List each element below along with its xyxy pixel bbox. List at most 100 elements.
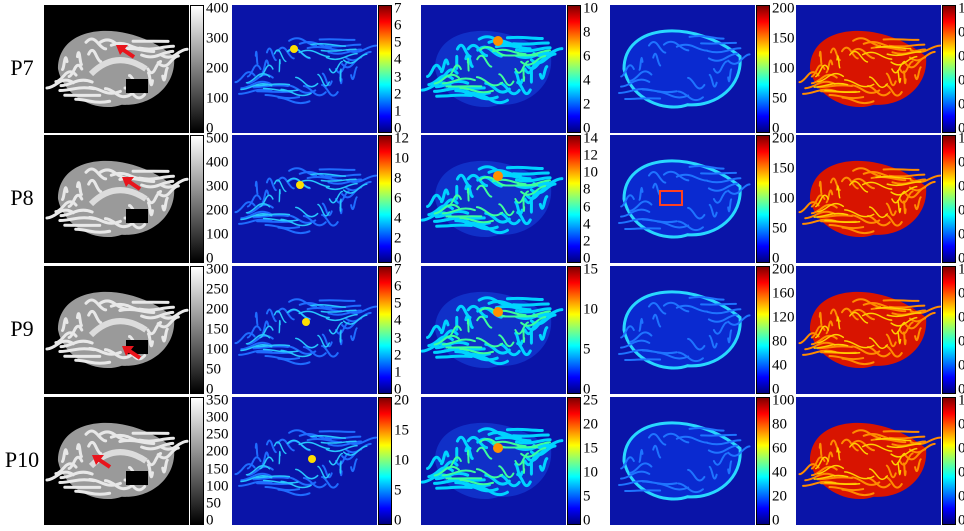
colorbar-tick-label: 350 xyxy=(206,392,229,409)
colorbar-tick-label: 8 xyxy=(583,181,591,198)
colorbar-tick-label: 0.4 xyxy=(958,333,964,350)
colorbar-tick-label: 150 xyxy=(772,30,795,47)
parameter-map-image xyxy=(421,397,566,525)
colorbar-tick-label: 1 xyxy=(394,103,402,120)
colorbar xyxy=(190,5,204,133)
colorbar-tick-label: 0.8 xyxy=(958,285,964,302)
colorbar-tick-label: 50 xyxy=(206,495,221,512)
parameter-map-image xyxy=(610,266,755,394)
colorbar-tick-label: 8 xyxy=(583,24,591,41)
colorbar xyxy=(378,5,392,133)
colorbar-tick-label: 60 xyxy=(772,440,787,457)
colorbar-tick-label: 0.2 xyxy=(958,226,964,243)
colorbar-tick-label: 0 xyxy=(958,381,964,398)
parameter-map-image xyxy=(232,266,377,394)
colorbar-tick-label: 20 xyxy=(583,416,598,433)
colorbar-tick-label: 15 xyxy=(394,422,409,439)
colorbar-tick-label: 6 xyxy=(394,17,402,34)
colorbar-tick-label: 10 xyxy=(394,150,409,167)
colorbar-tick-label: 4 xyxy=(394,51,402,68)
parameter-map-image xyxy=(232,135,377,263)
colorbar-tick-label: 12 xyxy=(583,147,598,164)
colorbar-tick-label: 100 xyxy=(206,478,229,495)
parameter-map-image xyxy=(796,135,941,263)
colorbar-tick-label: 20 xyxy=(394,392,409,409)
colorbar-tick-label: 2 xyxy=(394,347,402,364)
colorbar xyxy=(567,266,581,394)
colorbar-tick-label: 15 xyxy=(583,440,598,457)
colorbar xyxy=(378,266,392,394)
colorbar-tick-label: 0 xyxy=(772,381,780,398)
colorbar-tick-label: 10 xyxy=(583,464,598,481)
red-arrow-icon xyxy=(116,45,136,59)
colorbar-tick-label: 150 xyxy=(206,321,229,338)
parameter-map-image xyxy=(610,5,755,133)
colorbar-tick-label: 1 xyxy=(958,130,964,147)
colorbar-tick-label: 7 xyxy=(394,261,402,278)
colorbar-tick-label: 0.8 xyxy=(958,24,964,41)
colorbar xyxy=(756,5,770,133)
colorbar-tick-label: 5 xyxy=(583,341,591,358)
colorbar-tick-label: 8 xyxy=(394,170,402,187)
colorbar-tick-label: 0 xyxy=(206,512,214,529)
parameter-map-image xyxy=(796,397,941,525)
colorbar-tick-label: 0 xyxy=(394,120,402,137)
colorbar-tick-label: 200 xyxy=(772,0,795,17)
red-arrow-icon xyxy=(122,177,142,191)
colorbar xyxy=(756,266,770,394)
colorbar-tick-label: 80 xyxy=(772,333,787,350)
colorbar-tick-label: 300 xyxy=(206,178,229,195)
colorbar-tick-label: 0 xyxy=(772,120,780,137)
colorbar-tick-label: 100 xyxy=(772,392,795,409)
colorbar-tick-label: 0.4 xyxy=(958,72,964,89)
red-arrow-icon xyxy=(92,455,112,469)
colorbar-tick-label: 4 xyxy=(583,216,591,233)
colorbar-tick-label: 15 xyxy=(583,261,598,278)
parameter-map-image xyxy=(232,5,377,133)
colorbar xyxy=(942,135,956,263)
colorbar-tick-label: 10 xyxy=(583,301,598,318)
colorbar-tick-label: 5 xyxy=(583,488,591,505)
colorbar-tick-label: 200 xyxy=(206,301,229,318)
colorbar-tick-label: 0.2 xyxy=(958,488,964,505)
colorbar-tick-label: 200 xyxy=(206,202,229,219)
parameter-map-image xyxy=(421,135,566,263)
colorbar-tick-label: 10 xyxy=(583,164,598,181)
colorbar-tick-label: 100 xyxy=(206,341,229,358)
colorbar-tick-label: 0 xyxy=(583,120,591,137)
colorbar-tick-label: 40 xyxy=(772,464,787,481)
colorbar-tick-label: 0 xyxy=(394,381,402,398)
colorbar-tick-label: 25 xyxy=(583,392,598,409)
colorbar-tick-label: 1 xyxy=(958,0,964,17)
colorbar-tick-label: 200 xyxy=(206,60,229,77)
colorbar-tick-label: 150 xyxy=(772,160,795,177)
colorbar-tick-label: 0 xyxy=(772,250,780,267)
colorbar-tick-label: 100 xyxy=(206,226,229,243)
colorbar-tick-label: 6 xyxy=(583,48,591,65)
colorbar-tick-label: 500 xyxy=(206,130,229,147)
row-label: P7 xyxy=(10,55,34,80)
colorbar-tick-label: 2 xyxy=(583,96,591,113)
colorbar-tick-label: 0 xyxy=(206,120,214,137)
colorbar-tick-label: 6 xyxy=(583,199,591,216)
colorbar xyxy=(378,397,392,525)
colorbar-tick-label: 1 xyxy=(958,261,964,278)
colorbar-tick-label: 0 xyxy=(583,250,591,267)
colorbar xyxy=(942,266,956,394)
colorbar-tick-label: 20 xyxy=(772,488,787,505)
colorbar-tick-label: 0.8 xyxy=(958,416,964,433)
colorbar-tick-label: 4 xyxy=(394,312,402,329)
row-label: P8 xyxy=(10,185,34,210)
colorbar-tick-label: 300 xyxy=(206,409,229,426)
colorbar-tick-label: 200 xyxy=(772,130,795,147)
colorbar-tick-label: 3 xyxy=(394,69,402,86)
colorbar-tick-label: 0.4 xyxy=(958,202,964,219)
colorbar-tick-label: 0 xyxy=(394,250,402,267)
parameter-map-image xyxy=(610,135,755,263)
colorbar-tick-label: 50 xyxy=(772,220,787,237)
colorbar xyxy=(942,5,956,133)
colorbar-tick-label: 200 xyxy=(772,261,795,278)
mri-slice-image xyxy=(44,5,189,133)
colorbar-tick-label: 7 xyxy=(394,0,402,17)
colorbar-tick-label: 0 xyxy=(583,512,591,529)
